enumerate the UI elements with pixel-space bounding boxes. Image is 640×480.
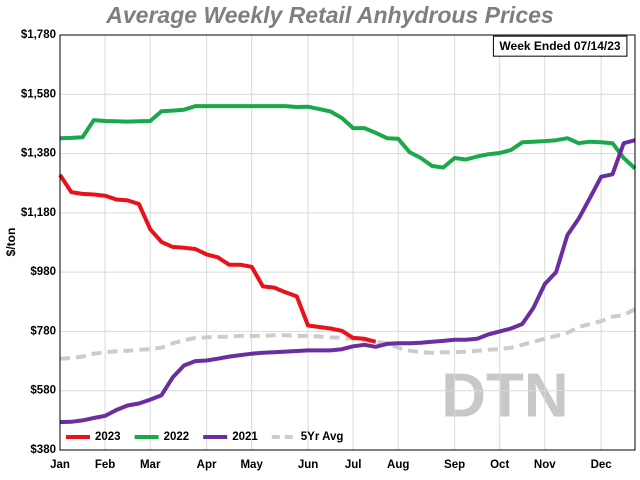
annotation-box	[492, 35, 628, 57]
x-tick-label: Nov	[534, 459, 556, 471]
y-tick-label: $1,180	[21, 207, 56, 219]
x-tick-label: Oct	[490, 459, 509, 471]
legend-label: 2023	[95, 431, 121, 443]
y-tick-label: $780	[30, 325, 56, 337]
x-tick-label: May	[240, 459, 263, 471]
y-tick-label: $980	[30, 266, 56, 278]
legend-label: 5Yr Avg	[301, 431, 344, 443]
y-tick-label: $1,380	[21, 148, 56, 160]
x-tick-label: Jan	[50, 459, 70, 471]
legend-label: 2021	[232, 431, 258, 443]
x-tick-label: Mar	[140, 459, 161, 471]
x-tick-label: Aug	[387, 459, 409, 471]
legend-label: 2022	[164, 431, 190, 443]
plot-border	[59, 34, 636, 451]
y-axis-label: $/ton	[4, 228, 18, 257]
y-tick-label: $1,780	[21, 29, 56, 41]
y-tick-label: $380	[30, 444, 56, 456]
x-tick-label: Jul	[345, 459, 362, 471]
series-line	[58, 173, 377, 344]
x-tick-label: Apr	[197, 459, 217, 471]
annotation: Week Ended 07/14/23	[499, 39, 621, 53]
x-tick-label: Sep	[444, 459, 465, 471]
series-line	[59, 307, 636, 361]
watermark: DTN	[441, 361, 568, 430]
y-tick-label: $1,580	[21, 88, 56, 100]
chart-title: Average Weekly Retail Anhydrous Prices	[105, 2, 553, 28]
x-tick-label: Dec	[591, 459, 613, 471]
x-tick-label: Feb	[95, 459, 115, 471]
series-line	[59, 104, 637, 170]
y-tick-label: $580	[30, 385, 56, 397]
series-line	[59, 138, 636, 425]
x-tick-label: Jun	[298, 459, 318, 471]
